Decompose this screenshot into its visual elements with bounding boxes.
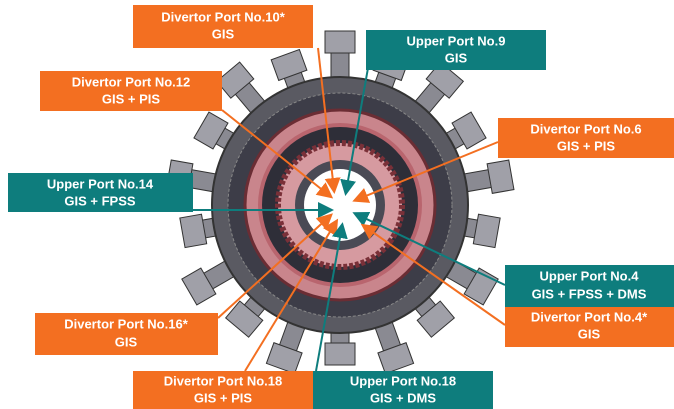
label-line: Divertor Port No.6 [530,121,641,136]
label-line: GIS [115,334,138,349]
label-line: GIS [445,50,468,65]
label-line: Divertor Port No.10* [161,9,285,24]
port-flange [473,214,500,247]
label-line: GIS + DMS [370,390,436,405]
label-line: GIS + FPSS + DMS [532,286,647,301]
label-line: GIS + FPSS [64,193,135,208]
label-line: Upper Port No.18 [350,373,456,388]
label-line: GIS + PIS [102,91,160,106]
port-flange [325,343,355,365]
port-flange [487,160,514,193]
label-line: Divertor Port No.12 [72,74,190,89]
tokamak [212,77,468,333]
label-line: GIS [212,26,235,41]
label-line: Divertor Port No.16* [64,316,188,331]
port-flange [325,31,355,53]
label-line: GIS [578,326,601,341]
port-flange [180,214,207,247]
label-line: Divertor Port No.4* [531,309,648,324]
label-line: GIS + PIS [557,138,615,153]
label-line: Divertor Port No.18 [164,373,282,388]
label-line: Upper Port No.9 [407,33,506,48]
diagram: Divertor Port No.10* GIS Upper Port No.9… [0,0,674,409]
label-line: Upper Port No.4 [540,268,640,283]
label-line: GIS + PIS [194,390,252,405]
label-line: Upper Port No.14 [47,176,154,191]
